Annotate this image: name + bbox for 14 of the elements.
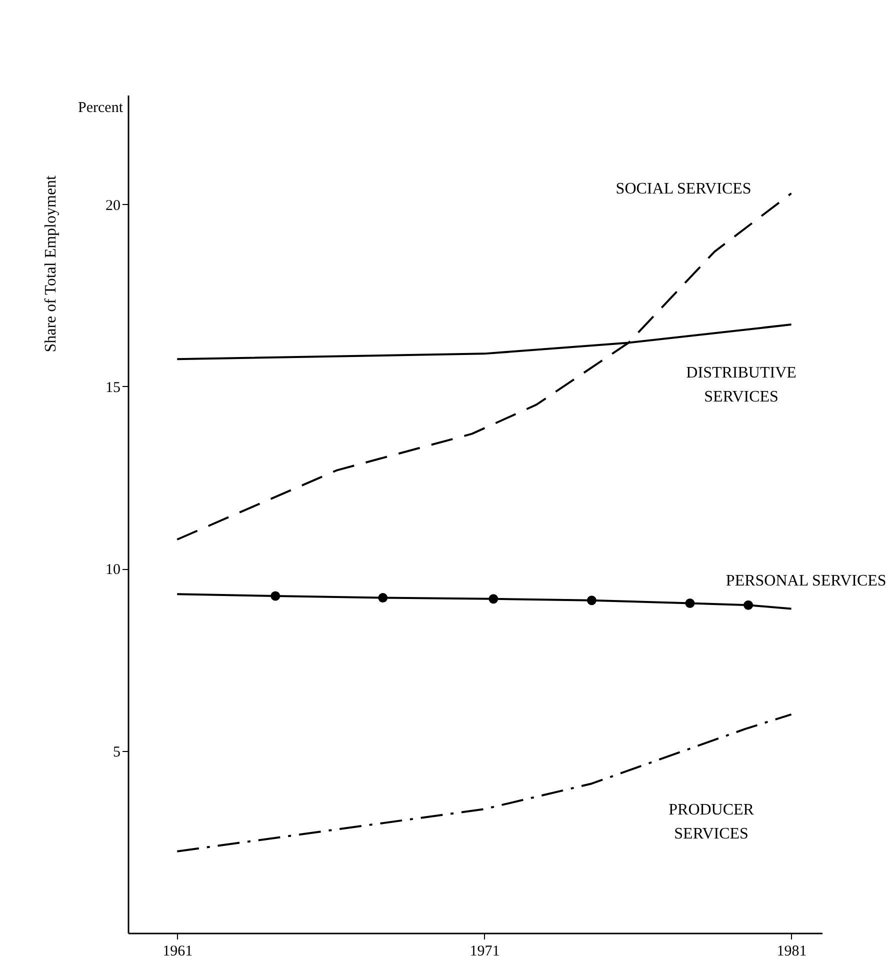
line-series	[176, 713, 792, 852]
y-axis-title: Share of Total Employment	[42, 174, 60, 352]
x-tick-label: 1961	[162, 944, 193, 960]
y-tick-label: 20	[106, 198, 120, 214]
series-label: PERSONAL SERVICES	[726, 572, 886, 590]
x-tick-label: 1981	[776, 944, 807, 960]
x-tick-label: 1971	[470, 944, 500, 960]
text: Percent	[78, 100, 124, 116]
y-tick-label: 5	[113, 744, 120, 760]
series-label: SOCIAL SERVICES	[616, 180, 752, 198]
y-tick-label: 10	[106, 562, 120, 578]
text: PRODUCER SERVICES	[668, 801, 754, 842]
y-tick-label: 15	[106, 380, 120, 396]
series-label: DISTRIBUTIVE SERVICES	[686, 364, 796, 406]
